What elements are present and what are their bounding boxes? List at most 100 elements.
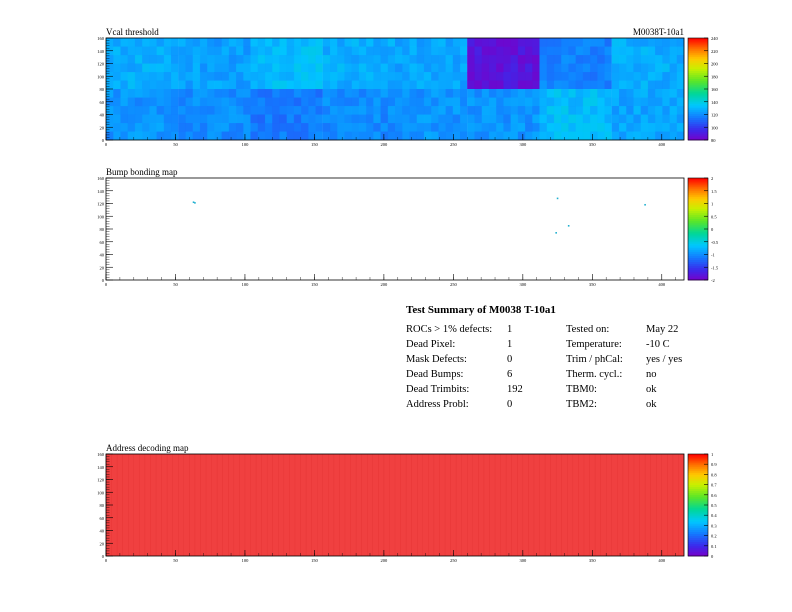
pixel-noise: [510, 131, 519, 141]
pixel-noise: [243, 106, 251, 115]
pixel-noise: [214, 46, 222, 56]
pixel-noise: [655, 97, 663, 107]
pixel-noise: [134, 114, 143, 124]
pixel-noise: [329, 63, 338, 73]
pixel-noise: [286, 55, 295, 64]
pixel-noise: [142, 55, 150, 64]
x-tick-label: 50: [173, 282, 178, 287]
pixel-noise: [301, 80, 309, 90]
pixel-noise: [553, 38, 562, 47]
pixel-noise: [214, 123, 222, 132]
pixel-noise: [604, 46, 613, 56]
pixel-noise: [171, 63, 179, 73]
pixel-noise: [611, 80, 620, 90]
pixel-noise: [662, 106, 670, 115]
pixel-noise: [452, 106, 461, 115]
pixel-noise: [481, 80, 490, 90]
pixel-noise: [539, 55, 548, 64]
color-scale-step: [688, 46, 708, 49]
pixel-noise: [171, 123, 179, 132]
pixel-noise: [416, 63, 425, 73]
dead-bump-point: [194, 202, 196, 204]
pixel-noise: [452, 97, 461, 107]
pixel-noise: [149, 80, 157, 90]
pixel-noise: [474, 46, 482, 56]
color-scale-step: [688, 539, 708, 543]
pixel-noise: [626, 114, 634, 124]
color-scale-step: [688, 188, 708, 191]
pixel-noise: [264, 46, 273, 56]
summary-label-mask-defects: Mask Defects:: [406, 354, 467, 365]
pixel-noise: [647, 131, 656, 141]
color-scale-step: [688, 253, 708, 256]
pixel-noise: [279, 55, 287, 64]
x-tick-label: 0: [105, 142, 108, 147]
pixel-noise: [344, 114, 352, 124]
chart-title: Address decoding map: [106, 443, 189, 453]
pixel-noise: [308, 131, 316, 141]
pixel-noise: [315, 123, 324, 132]
pixel-noise: [431, 38, 439, 47]
pixel-noise: [127, 72, 136, 81]
pixel-noise: [546, 89, 555, 98]
pixel-noise: [113, 106, 121, 115]
pixel-noise: [250, 46, 259, 56]
pixel-noise: [431, 123, 439, 132]
pixel-noise: [460, 114, 468, 124]
pixel-noise: [438, 63, 446, 73]
pixel-noise: [655, 72, 663, 81]
color-scale-step: [688, 123, 708, 127]
color-scale-label: 1.5: [711, 189, 717, 194]
pixel-noise: [120, 55, 128, 64]
pixel-noise: [633, 123, 641, 132]
color-scale-step: [688, 513, 708, 516]
pixel-noise: [532, 131, 540, 141]
pixel-noise: [192, 114, 201, 124]
pixel-noise: [395, 106, 403, 115]
pixel-noise: [503, 63, 511, 73]
pixel-noise: [416, 80, 425, 90]
pixel-noise: [228, 55, 237, 64]
pixel-noise: [582, 123, 591, 132]
pixel-noise: [481, 106, 490, 115]
pixel-noise: [460, 97, 468, 107]
pixel-noise: [337, 46, 345, 56]
pixel-noise: [322, 55, 331, 64]
pixel-noise: [467, 46, 475, 56]
pixel-noise: [366, 131, 374, 141]
color-scale-step: [688, 82, 708, 86]
pixel-noise: [611, 55, 620, 64]
pixel-noise: [142, 114, 150, 124]
pixel-noise: [532, 72, 540, 81]
pixel-noise: [582, 89, 591, 98]
pixel-noise: [272, 106, 280, 115]
color-scale-step: [688, 511, 708, 514]
pixel-noise: [568, 80, 576, 90]
color-scale-label: 0.1: [711, 544, 717, 549]
pixel-noise: [178, 114, 186, 124]
pixel-noise: [286, 46, 295, 56]
x-tick-label: 150: [311, 282, 319, 287]
pixel-noise: [676, 114, 685, 124]
color-scale-step: [688, 478, 708, 481]
pixel-noise: [279, 38, 287, 47]
pixel-noise: [185, 55, 193, 64]
pixel-noise: [171, 89, 179, 98]
pixel-noise: [286, 131, 295, 141]
pixel-noise: [395, 55, 403, 64]
pixel-noise: [308, 63, 316, 73]
pixel-noise: [322, 106, 331, 115]
pixel-noise: [156, 97, 165, 107]
pixel-noise: [106, 55, 114, 64]
pixel-noise: [553, 123, 562, 132]
x-tick-label: 100: [242, 142, 250, 147]
pixel-noise: [272, 46, 280, 56]
y-tick-label: 80: [100, 227, 105, 232]
color-scale-step: [688, 533, 708, 536]
pixel-noise: [236, 114, 244, 124]
pixel-noise: [590, 46, 598, 56]
pixel-noise: [351, 63, 360, 73]
pixel-noise: [474, 97, 482, 107]
pixel-noise: [452, 72, 461, 81]
y-tick-label: 0: [102, 278, 105, 283]
